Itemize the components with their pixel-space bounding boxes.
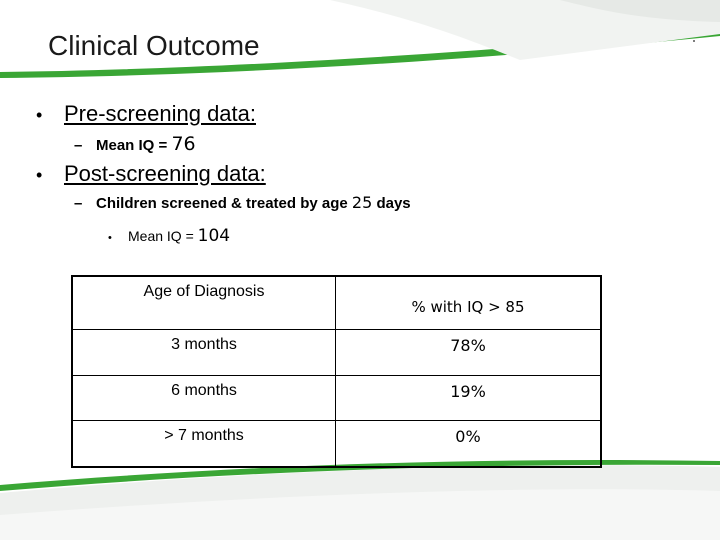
sub-bullet-prefix: Mean IQ =: [96, 137, 172, 154]
cell-percent: 78%: [335, 329, 602, 376]
header-swoosh-decoration: [0, 0, 720, 78]
table-header-row: Age of Diagnosis % with IQ > 85: [71, 275, 602, 330]
table-row: 3 months 78%: [71, 329, 602, 376]
pre-mean-iq-value: 76: [171, 133, 196, 155]
cell-age: 6 months: [71, 374, 336, 422]
header-percent-iq-over-85: % with IQ > 85: [335, 275, 602, 330]
cell-percent: 19%: [335, 374, 602, 422]
bullet-post-screening: • Post-screening data:: [36, 161, 266, 187]
cell-age: 3 months: [71, 329, 336, 376]
table-row: > 7 months 0%: [71, 420, 602, 468]
screening-age-days-value: 25: [351, 193, 373, 212]
bullet-marker: •: [36, 165, 43, 185]
slide-title: Clinical Outcome: [48, 30, 260, 61]
cell-age: > 7 months: [71, 420, 336, 468]
bullet-marker: •: [36, 105, 43, 125]
bullet-label: Pre-screening data:: [64, 101, 256, 126]
sub-bullet-screened-treated: – Children screened & treated by age 25 …: [74, 193, 411, 212]
table-row: 6 months 19%: [71, 374, 602, 422]
sub-bullet-marker: –: [74, 195, 83, 212]
header-age-of-diagnosis: Age of Diagnosis: [71, 275, 336, 330]
footer-swoosh-decoration: [0, 460, 720, 540]
bullet-pre-screening: • Pre-screening data:: [36, 101, 256, 127]
sub-sub-bullet-post-mean-iq: • Mean IQ = 104: [108, 226, 230, 246]
cell-percent: 0%: [335, 420, 602, 468]
sub-sub-bullet-prefix: Mean IQ =: [128, 228, 198, 244]
outcome-table: Age of Diagnosis % with IQ > 85 3 months…: [71, 275, 602, 468]
sub-bullet-pre-mean-iq: – Mean IQ = 76: [74, 133, 196, 155]
sub-bullet-suffix: days: [372, 195, 411, 212]
sub-sub-bullet-marker: •: [108, 232, 112, 244]
post-mean-iq-value: 104: [197, 226, 231, 246]
sub-bullet-marker: –: [74, 137, 83, 154]
decorative-dot: [693, 40, 695, 42]
sub-bullet-prefix: Children screened & treated by age: [96, 195, 352, 212]
bullet-label: Post-screening data:: [64, 161, 266, 186]
